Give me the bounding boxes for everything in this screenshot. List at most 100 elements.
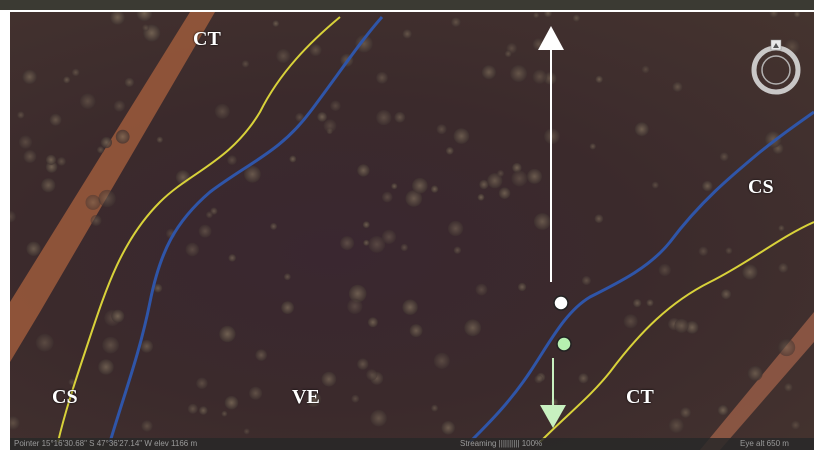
tree-canopy: [351, 394, 360, 403]
compass-icon[interactable]: [751, 39, 801, 95]
tree-canopy: [363, 239, 370, 246]
tree-canopy: [214, 103, 230, 119]
tree-canopy: [153, 283, 163, 293]
tree-canopy: [623, 314, 638, 329]
tree-canopy: [633, 298, 642, 308]
tree-canopy: [111, 309, 125, 323]
tree-canopy: [41, 178, 56, 193]
tree-canopy: [717, 404, 729, 416]
tree-canopy: [276, 48, 291, 64]
tree-canopy: [228, 254, 236, 262]
boundary-blue-right: [468, 110, 814, 444]
tree-canopy: [98, 189, 116, 208]
tree-canopy: [22, 69, 37, 85]
tree-canopy: [330, 100, 341, 112]
tree-canopy: [244, 165, 261, 183]
tree-canopy: [10, 210, 16, 223]
tree-canopy: [281, 301, 294, 314]
top-image-strip: [0, 0, 814, 10]
tree-canopy: [674, 318, 689, 333]
tree-canopy: [453, 128, 470, 144]
tree-canopy: [517, 282, 527, 292]
tree-canopy: [23, 150, 37, 163]
tree-canopy: [321, 371, 337, 387]
tree-canopy: [646, 299, 654, 307]
tree-canopy: [453, 246, 462, 254]
tree-canopy: [448, 220, 464, 237]
tree-canopy: [362, 221, 370, 229]
tree-canopy: [198, 406, 208, 415]
tree-canopy: [680, 407, 691, 418]
tree-canopy: [85, 194, 101, 210]
tree-canopy: [306, 391, 322, 407]
tree-canopy: [224, 395, 239, 410]
sample-point-green: [556, 336, 572, 352]
tree-canopy: [115, 129, 130, 144]
tree-canopy: [510, 65, 528, 82]
tree-canopy: [357, 164, 370, 177]
tree-canopy: [57, 157, 66, 166]
tree-canopy: [206, 211, 213, 219]
tree-canopy: [283, 273, 291, 281]
tree-canopy-layer: [10, 12, 801, 435]
tree-canopy: [196, 377, 208, 390]
tree-canopy: [243, 428, 250, 435]
tree-canopy: [347, 298, 363, 314]
tree-canopy: [651, 181, 659, 189]
tree-canopy: [498, 187, 511, 199]
tree-canopy: [477, 193, 485, 201]
tree-canopy: [376, 71, 388, 84]
tree-canopy: [721, 289, 732, 300]
road-left: [10, 12, 215, 362]
boundary-yellow-left: [57, 16, 341, 443]
tree-canopy: [441, 421, 456, 435]
tree-canopy: [140, 339, 154, 353]
map-overlay: [10, 12, 814, 450]
tree-canopy: [543, 12, 553, 18]
tree-canopy: [241, 60, 250, 68]
tree-canopy: [49, 113, 62, 126]
satellite-map[interactable]: CT CS CS VE CT Pointer 15°16'30.68" S 47…: [10, 12, 814, 450]
tree-canopy: [348, 284, 367, 303]
tree-canopy: [270, 222, 278, 230]
tree-canopy: [368, 236, 386, 253]
tree-canopy: [532, 69, 547, 84]
tree-canopy: [512, 162, 522, 173]
tree-canopy: [719, 152, 729, 162]
tree-canopy: [481, 65, 496, 80]
tree-canopy: [381, 229, 397, 244]
label-ve: VE: [292, 386, 320, 408]
tree-canopy: [409, 324, 423, 338]
tree-canopy: [431, 404, 439, 412]
tree-canopy: [100, 136, 112, 149]
tree-canopy: [382, 191, 393, 203]
tree-canopy: [497, 169, 505, 177]
tree-canopy: [487, 173, 503, 189]
label-ct-bottom: CT: [626, 386, 654, 408]
label-ct-top: CT: [193, 28, 221, 50]
tree-canopy: [309, 43, 322, 57]
tree-canopy: [527, 168, 542, 184]
tree-canopy: [400, 243, 408, 252]
tree-canopy: [136, 12, 153, 22]
tree-canopy: [198, 224, 212, 238]
tree-canopy: [90, 215, 102, 226]
tree-canopy: [35, 333, 54, 352]
tree-canopy: [255, 349, 267, 361]
tree-canopy: [464, 319, 482, 337]
tree-canopy: [402, 299, 418, 315]
tree-canopy: [185, 242, 199, 257]
label-cs-right: CS: [748, 176, 774, 198]
tree-canopy: [778, 338, 796, 357]
tree-canopy: [221, 410, 228, 417]
tree-canopy: [725, 247, 733, 255]
tree-canopy: [791, 420, 801, 430]
tree-canopy: [412, 177, 428, 194]
tree-canopy: [71, 68, 80, 77]
tree-canopy: [534, 374, 543, 384]
tree-canopy: [594, 214, 604, 224]
tree-canopy: [479, 179, 489, 190]
up-arrow-icon: [538, 26, 564, 282]
status-bar: Pointer 15°16'30.68" S 47°36'27.14" W el…: [10, 438, 814, 450]
tree-canopy: [110, 12, 125, 25]
